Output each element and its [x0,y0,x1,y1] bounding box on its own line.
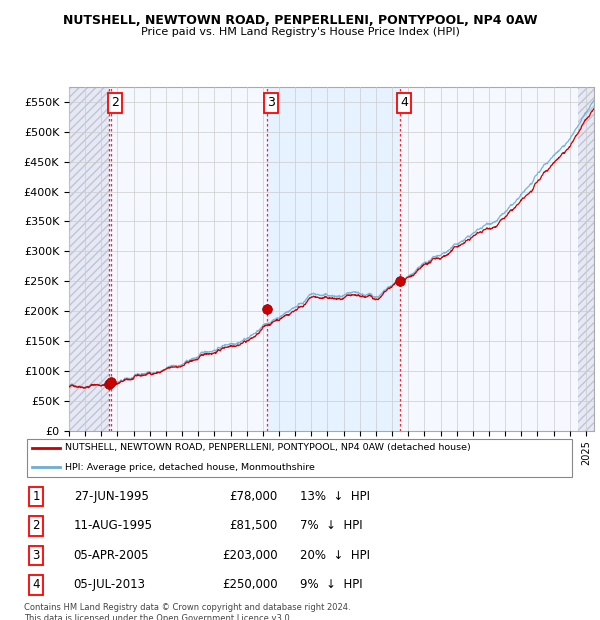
Text: NUTSHELL, NEWTOWN ROAD, PENPERLLENI, PONTYPOOL, NP4 0AW: NUTSHELL, NEWTOWN ROAD, PENPERLLENI, PON… [63,14,537,27]
Text: 13%  ↓  HPI: 13% ↓ HPI [300,490,370,503]
Text: Price paid vs. HM Land Registry's House Price Index (HPI): Price paid vs. HM Land Registry's House … [140,27,460,37]
FancyBboxPatch shape [27,438,572,477]
Text: 4: 4 [400,97,408,110]
Text: 4: 4 [32,578,40,591]
Text: 2: 2 [111,97,119,110]
Text: 9%  ↓  HPI: 9% ↓ HPI [300,578,362,591]
Text: 1: 1 [32,490,40,503]
Text: 11-AUG-1995: 11-AUG-1995 [74,520,152,533]
Text: HPI: Average price, detached house, Monmouthshire: HPI: Average price, detached house, Monm… [65,463,315,472]
Text: NUTSHELL, NEWTOWN ROAD, PENPERLLENI, PONTYPOOL, NP4 0AW (detached house): NUTSHELL, NEWTOWN ROAD, PENPERLLENI, PON… [65,443,471,453]
Text: 05-APR-2005: 05-APR-2005 [74,549,149,562]
Text: 20%  ↓  HPI: 20% ↓ HPI [300,549,370,562]
Text: £203,000: £203,000 [222,549,278,562]
Text: 3: 3 [267,97,275,110]
Text: Contains HM Land Registry data © Crown copyright and database right 2024.: Contains HM Land Registry data © Crown c… [24,603,350,612]
Text: This data is licensed under the Open Government Licence v3.0.: This data is licensed under the Open Gov… [24,614,292,620]
Text: £250,000: £250,000 [222,578,278,591]
Text: 2: 2 [32,520,40,533]
Polygon shape [267,87,400,431]
Text: 27-JUN-1995: 27-JUN-1995 [74,490,149,503]
Polygon shape [69,87,109,431]
Text: 05-JUL-2013: 05-JUL-2013 [74,578,146,591]
Text: £81,500: £81,500 [230,520,278,533]
Text: 7%  ↓  HPI: 7% ↓ HPI [300,520,362,533]
Text: 3: 3 [32,549,40,562]
Polygon shape [578,87,594,431]
Text: £78,000: £78,000 [230,490,278,503]
